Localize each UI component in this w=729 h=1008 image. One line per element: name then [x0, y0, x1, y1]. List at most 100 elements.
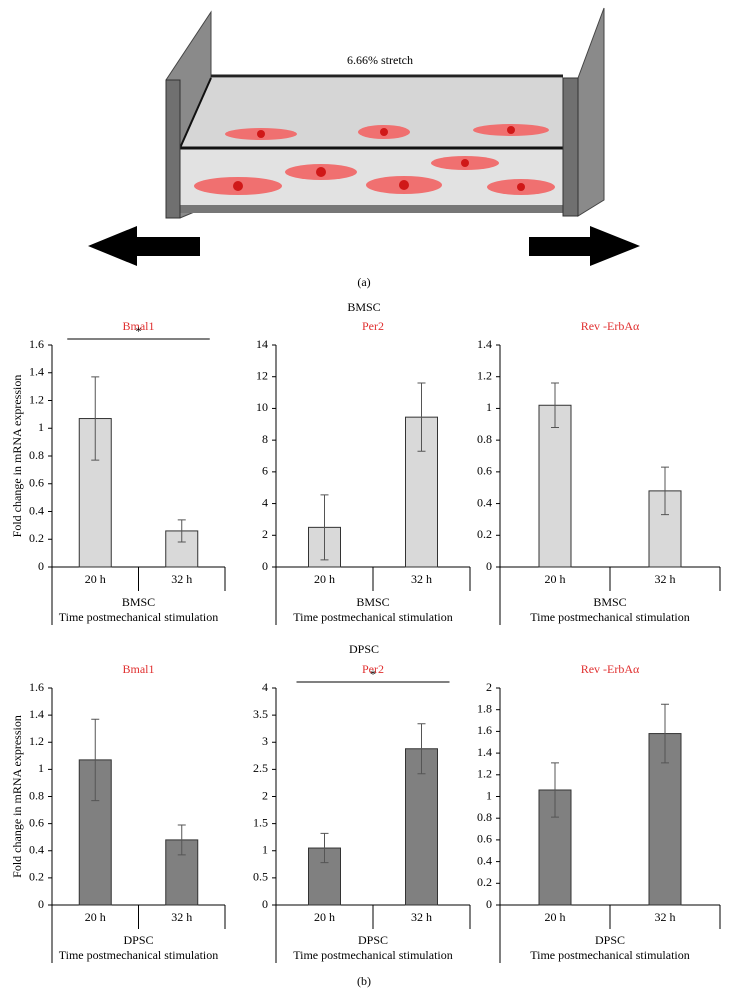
- left-plate: [165, 79, 181, 219]
- error-bar: [91, 376, 100, 461]
- y-tick-label: 0.2: [29, 870, 44, 884]
- y-tick-label: 1.2: [477, 767, 492, 781]
- x-axis-label: Time postmechanical stimulation: [59, 948, 219, 962]
- error-bar: [661, 466, 669, 516]
- y-tick-label: 1: [486, 400, 492, 414]
- x-tick-label: 20 h: [314, 572, 335, 586]
- x-tick-label: 32 h: [411, 572, 432, 586]
- nucleus: [507, 126, 515, 134]
- y-tick-label: 0: [262, 897, 268, 911]
- y-tick-label: 4: [262, 680, 268, 694]
- bar: [538, 404, 572, 568]
- y-tick-label: 0.6: [477, 464, 492, 478]
- bar: [405, 748, 438, 906]
- y-tick-label: 0.2: [29, 531, 44, 545]
- y-tick-label: 1.8: [477, 701, 492, 715]
- error-bar: [320, 494, 329, 561]
- y-axis-label: Fold change in mRNA expression: [10, 375, 24, 538]
- x-tick-label: 32 h: [171, 910, 192, 924]
- left-arrow: [88, 226, 200, 266]
- y-tick-label: 0: [486, 559, 492, 573]
- x-tick-label: 32 h: [655, 910, 676, 924]
- error-bar: [91, 718, 100, 802]
- y-tick-label: 0.8: [477, 810, 492, 824]
- x-axis-label: Time postmechanical stimulation: [530, 610, 690, 624]
- y-tick-label: 12: [256, 368, 268, 382]
- y-tick-label: 0.2: [477, 527, 492, 541]
- y-tick-label: 0.4: [477, 853, 492, 867]
- y-tick-label: 4: [262, 495, 268, 509]
- y-tick-label: 0.6: [477, 832, 492, 846]
- error-bar: [177, 824, 186, 856]
- right-plate: [562, 77, 579, 217]
- nucleus: [380, 128, 388, 136]
- y-tick-label: 0.5: [253, 870, 268, 884]
- y-tick-label: 1.4: [29, 365, 44, 379]
- x-axis-label: Time postmechanical stimulation: [530, 948, 690, 962]
- nucleus: [257, 130, 265, 138]
- x-tick-label: 20 h: [314, 910, 335, 924]
- y-tick-label: 0.8: [29, 448, 44, 462]
- y-tick-label: 2: [262, 527, 268, 541]
- x-tick-label: 20 h: [545, 910, 566, 924]
- y-tick-label: 0: [262, 559, 268, 573]
- panel-caption: (a): [357, 275, 370, 289]
- chart-title: Per2: [362, 319, 384, 333]
- x-group-label: DPSC: [358, 933, 388, 947]
- y-tick-label: 1.2: [477, 368, 492, 382]
- x-tick-label: 20 h: [85, 910, 106, 924]
- error-bar: [417, 382, 426, 452]
- y-tick-label: 1: [262, 843, 268, 857]
- chart-title: Rev -ErbAα: [581, 319, 640, 333]
- x-tick-label: 32 h: [411, 910, 432, 924]
- y-tick-label: 1.6: [29, 680, 44, 694]
- x-tick-label: 20 h: [85, 572, 106, 586]
- y-axis-label: Fold change in mRNA expression: [10, 715, 24, 878]
- nucleus: [399, 180, 409, 190]
- y-tick-label: 1.2: [29, 734, 44, 748]
- y-tick-label: 1: [486, 788, 492, 802]
- error-bar: [551, 382, 559, 428]
- y-tick-label: 2: [262, 788, 268, 802]
- y-tick-label: 8: [262, 432, 268, 446]
- error-bar: [661, 703, 669, 764]
- base: [180, 205, 563, 213]
- y-tick-label: 2: [486, 680, 492, 694]
- x-axis-label: Time postmechanical stimulation: [293, 948, 453, 962]
- y-tick-label: 1.6: [477, 723, 492, 737]
- y-tick-label: 14: [256, 337, 268, 351]
- y-tick-label: 3: [262, 734, 268, 748]
- error-bar: [551, 762, 559, 818]
- y-tick-label: 1.4: [477, 745, 492, 759]
- chart-title: Per2: [362, 662, 384, 676]
- error-bar: [177, 519, 186, 543]
- y-tick-label: 1: [38, 420, 44, 434]
- x-group-label: BMSC: [593, 595, 626, 609]
- x-group-label: DPSC: [123, 933, 153, 947]
- y-tick-label: 0.2: [477, 875, 492, 889]
- y-tick-label: 0: [38, 897, 44, 911]
- x-group-label: DPSC: [595, 933, 625, 947]
- y-tick-label: 10: [256, 400, 268, 414]
- right-wall: [577, 7, 605, 217]
- nucleus: [461, 159, 469, 167]
- chart-title: Bmal1: [123, 662, 155, 676]
- x-tick-label: 20 h: [545, 572, 566, 586]
- y-tick-label: 0.6: [29, 815, 44, 829]
- y-tick-label: 1.5: [253, 815, 268, 829]
- y-tick-label: 0.4: [477, 495, 492, 509]
- y-tick-label: 0: [486, 897, 492, 911]
- stretch-label: 6.66% stretch: [347, 53, 413, 67]
- error-bar: [320, 832, 329, 864]
- y-tick-label: 2.5: [253, 761, 268, 775]
- x-axis-label: Time postmechanical stimulation: [59, 610, 219, 624]
- nucleus: [517, 183, 525, 191]
- x-tick-label: 32 h: [171, 572, 192, 586]
- y-tick-label: 0.4: [29, 503, 44, 517]
- nucleus: [233, 181, 243, 191]
- nucleus: [316, 167, 326, 177]
- nuclei: [233, 126, 525, 191]
- chart-title: Rev -ErbAα: [581, 662, 640, 676]
- chart-title: Bmal1: [123, 319, 155, 333]
- y-tick-label: 1.6: [29, 337, 44, 351]
